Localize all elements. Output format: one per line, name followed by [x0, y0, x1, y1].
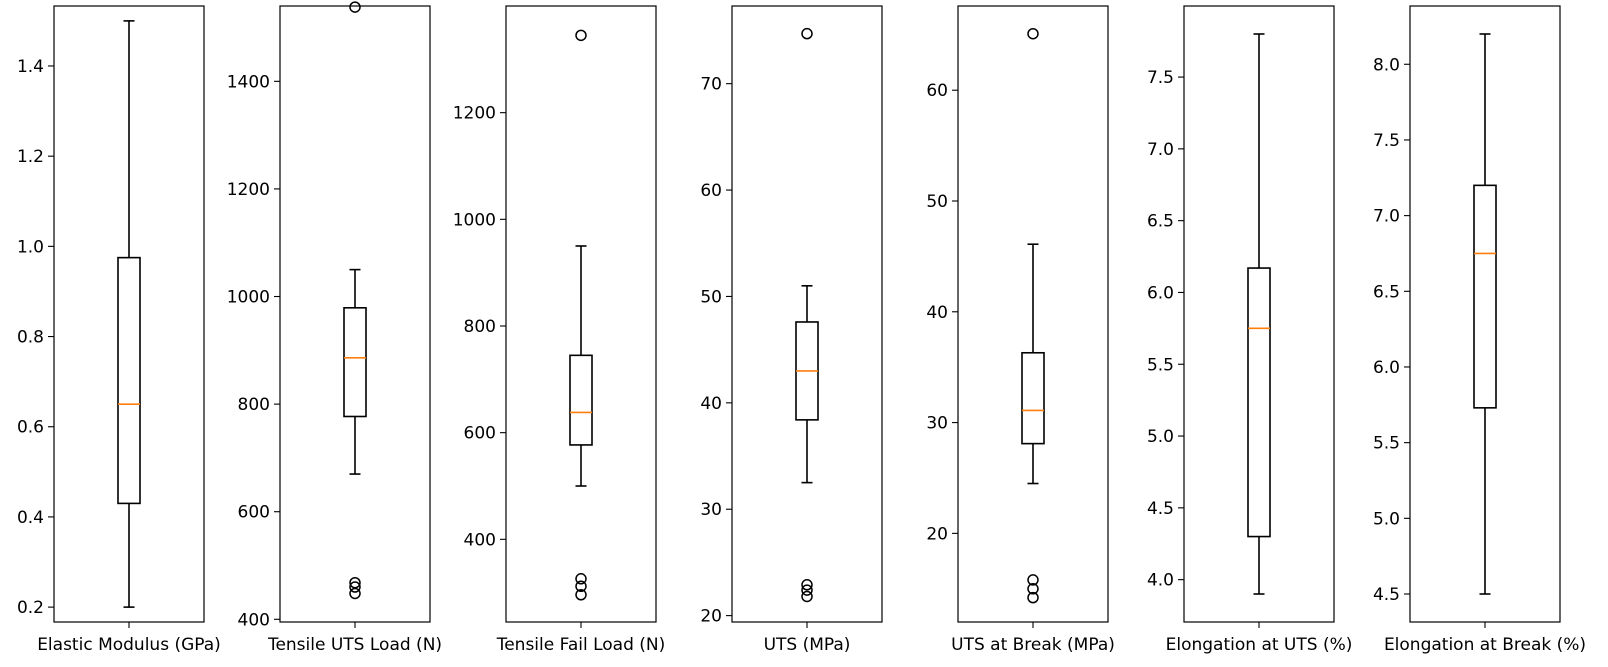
y-tick-label: 1200	[453, 104, 496, 124]
y-tick-label: 4.0	[1147, 571, 1174, 591]
box	[343, 307, 367, 418]
y-tick-label: 8.0	[1373, 55, 1400, 75]
x-tick-label: Tensile UTS Load (N)	[267, 635, 442, 655]
flier-point	[1027, 583, 1039, 595]
box	[1021, 351, 1045, 445]
y-tick-label: 50	[926, 192, 948, 212]
y-tick-label: 400	[238, 610, 270, 630]
x-tick-label: UTS at Break (MPa)	[951, 635, 1115, 655]
flier-point	[349, 581, 361, 593]
x-tick-label: Tensile Fail Load (N)	[496, 635, 666, 655]
x-tick-label: Elongation at UTS (%)	[1166, 635, 1353, 655]
flier-point	[1027, 27, 1039, 40]
y-tick-label: 7.0	[1147, 140, 1174, 160]
y-tick-label: 1000	[453, 210, 496, 230]
y-tick-label: 1.2	[17, 147, 44, 167]
y-tick-label: 20	[926, 524, 948, 544]
flier-point	[575, 589, 587, 601]
y-tick-label: 4.5	[1373, 585, 1400, 605]
y-tick-label: 1.4	[17, 57, 44, 77]
y-tick-label: 70	[700, 75, 722, 95]
y-tick-label: 6.5	[1147, 212, 1174, 232]
panel-7: 4.5 5.0 5.5 6.0 6.5 7.0 7.5 8.0 Elongation at Br…	[1373, 5, 1586, 655]
panel-2: 400 600 800 1000 1200 1400 Tensile UTS Load (N…	[227, 1, 442, 655]
y-tick-label: 400	[464, 530, 496, 550]
y-tick-label: 20	[700, 607, 722, 627]
y-tick-label: 60	[926, 81, 948, 101]
y-tick-label: 0.8	[17, 328, 44, 348]
flier-point	[349, 576, 361, 589]
flier-point	[349, 587, 361, 600]
y-tick-label: 5.5	[1373, 434, 1400, 454]
y-tick-label: 5.5	[1147, 355, 1174, 375]
y-tick-label: 1000	[227, 288, 270, 308]
y-tick-label: 0.6	[17, 418, 44, 438]
x-tick-label: UTS (MPa)	[764, 635, 851, 655]
x-tick-label: Elastic Modulus (GPa)	[37, 635, 221, 655]
flier-point	[801, 27, 813, 40]
y-tick-label: 4.5	[1147, 499, 1174, 519]
flier-point	[575, 573, 587, 585]
panel-6: 4.0 4.5 5.0 5.5 6.0 6.5 7.0 7.5 Elongation at UT…	[1147, 5, 1353, 655]
y-tick-label: 50	[700, 287, 722, 307]
y-tick-label: 6.5	[1373, 282, 1400, 302]
flier-point	[575, 29, 587, 42]
flier-point	[349, 1, 361, 13]
y-tick-label: 800	[238, 395, 270, 415]
panel-5: 20 30 40 50 60 UTS at Break (MPa)	[926, 5, 1115, 655]
y-tick-label: 40	[926, 303, 948, 323]
axes-frame	[279, 5, 431, 623]
y-tick-label: 1.0	[17, 237, 44, 257]
y-tick-label: 7.0	[1373, 207, 1400, 227]
y-tick-label: 0.2	[17, 598, 44, 618]
flier-point	[801, 590, 813, 603]
box	[1247, 267, 1271, 538]
y-tick-label: 5.0	[1373, 509, 1400, 529]
flier-point	[1027, 574, 1039, 586]
flier-point	[801, 579, 813, 591]
flier-point	[1027, 591, 1039, 604]
flier-point	[575, 580, 587, 593]
panel-1: 0.2 0.4 0.6 0.8 1.0 1.2 1.4 Elastic Modulus (GP…	[17, 5, 221, 655]
y-tick-label: 30	[926, 414, 948, 434]
y-tick-label: 800	[464, 317, 496, 337]
y-tick-label: 30	[700, 500, 722, 520]
y-tick-label: 7.5	[1147, 68, 1174, 88]
y-tick-label: 6.0	[1373, 358, 1400, 378]
y-tick-label: 40	[700, 394, 722, 414]
flier-point	[801, 584, 813, 596]
y-tick-label: 5.0	[1147, 427, 1174, 447]
y-tick-label: 6.0	[1147, 283, 1174, 303]
y-tick-label: 7.5	[1373, 131, 1400, 151]
panel-4: 20 30 40 50 60 70 UTS (MPa)	[700, 5, 883, 655]
box	[1473, 184, 1497, 409]
y-tick-label: 1200	[227, 180, 270, 200]
x-tick-label: Elongation at Break (%)	[1384, 635, 1586, 655]
y-tick-label: 60	[700, 181, 722, 201]
y-tick-label: 600	[238, 503, 270, 523]
y-tick-label: 0.4	[17, 508, 44, 528]
y-tick-label: 1400	[227, 72, 270, 92]
y-tick-label: 600	[464, 424, 496, 444]
panel-3: 400 600 800 1000 1200 Tensile Fail Load (N)	[453, 5, 666, 655]
box	[569, 354, 593, 446]
box	[117, 256, 141, 505]
